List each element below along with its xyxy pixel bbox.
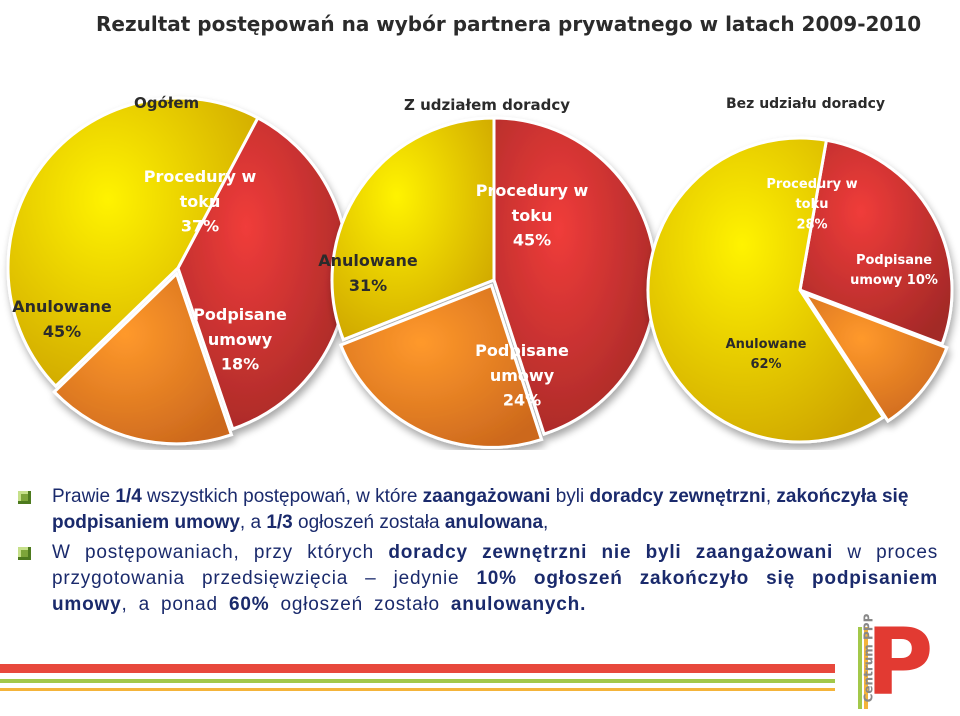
bullet-icon bbox=[18, 547, 31, 560]
pie-slice-anulowane bbox=[6, 96, 260, 389]
slice-data-label: Podpisane umowy 10% bbox=[850, 253, 938, 288]
slice-data-label: Procedury w toku 28% bbox=[766, 177, 857, 232]
bullet-segment: ogłoszeń zostało bbox=[269, 594, 451, 615]
bullet-segment: anulowana bbox=[444, 512, 544, 533]
footer-green-bar bbox=[0, 679, 835, 683]
page-title: Rezultat postępowań na wybór partnera pr… bbox=[96, 12, 922, 36]
pie-chart-title: Bez udziału doradcy bbox=[726, 96, 885, 112]
pie-chart-1 bbox=[6, 96, 350, 446]
pie-chart-3 bbox=[646, 136, 954, 444]
pie-chart-title: Ogółem bbox=[134, 94, 199, 112]
bullet-segment: 1/3 bbox=[266, 512, 293, 533]
centrum-ppp-logo: Centrum PPP P bbox=[838, 613, 956, 713]
bullet-segment: doradcy zewnętrzni nie byli zaangażowani bbox=[388, 542, 834, 563]
pie-slice-anulowane bbox=[330, 116, 496, 342]
bullet-segment: ogłoszeń została bbox=[292, 512, 445, 533]
pie-slice-podpisane-umowy bbox=[52, 271, 234, 446]
slice-data-label: Procedury w toku 37% bbox=[144, 167, 257, 236]
bullet-segment: , bbox=[765, 486, 777, 507]
slice-data-label: Procedury w toku 45% bbox=[476, 181, 589, 250]
bullet-segment: , bbox=[543, 512, 549, 533]
slice-data-label: Anulowane 62% bbox=[726, 337, 807, 372]
footer-orange-bar bbox=[0, 688, 835, 691]
slice-data-label: Podpisane umowy 18% bbox=[193, 305, 287, 374]
bullet-segment: zaangażowani bbox=[422, 486, 551, 507]
bullet-segment: Prawie bbox=[52, 486, 116, 507]
summary-bullets: Prawie 1/4 wszystkich postępowań, w któr… bbox=[18, 484, 938, 622]
bullet-segment: 10% ogłoszeń zakończyło się podpisaniem … bbox=[52, 568, 938, 615]
bullet-icon bbox=[18, 491, 31, 504]
pie-slice-podpisane-umowy bbox=[800, 290, 949, 424]
bullet-segment: zakończyła się podpisaniem umowy bbox=[52, 486, 909, 533]
pie-slice-anulowane bbox=[646, 136, 886, 444]
slice-data-label: Anulowane 45% bbox=[12, 297, 112, 341]
pie-charts: Ogółem Procedury w toku 37% Podpisane umowy 18… bbox=[6, 94, 954, 449]
slice-data-label: Podpisane umowy 24% bbox=[475, 341, 569, 410]
pie-chart-title: Z udziałem doradcy bbox=[404, 96, 570, 114]
logo-stripe-green bbox=[858, 627, 862, 709]
bullet-segment: , a bbox=[239, 512, 267, 533]
bullet-segment: wszystkich postępowań, w które bbox=[141, 486, 423, 507]
bullet-paragraph-1: Prawie 1/4 wszystkich postępowań, w któr… bbox=[18, 484, 938, 536]
slice-data-label: Anulowane 31% bbox=[318, 251, 418, 295]
pie-slice-podpisane-umowy bbox=[338, 283, 544, 449]
bullet-text-1: Prawie 1/4 wszystkich postępowań, w któr… bbox=[52, 486, 908, 533]
bullet-segment: anulowanych. bbox=[450, 594, 587, 615]
bullet-text-2: W postępowaniach, przy których doradcy z… bbox=[52, 542, 938, 615]
bullet-segment: doradcy zewnętrzni bbox=[589, 486, 766, 507]
logo-letter: P bbox=[866, 609, 934, 716]
bullet-segment: , a ponad bbox=[121, 594, 229, 615]
bullet-paragraph-2: W postępowaniach, przy których doradcy z… bbox=[18, 540, 938, 618]
bullet-segment: w proces przygotowania przedsięwzięcia –… bbox=[52, 542, 938, 589]
footer-red-bar bbox=[0, 664, 835, 673]
logo-stripe-orange bbox=[864, 627, 868, 709]
bullet-segment: 1/4 bbox=[115, 486, 142, 507]
pie-chart-2 bbox=[330, 116, 658, 449]
pie-slice-procedury-w-toku bbox=[798, 138, 954, 346]
bullet-segment: byli bbox=[550, 486, 590, 507]
bullet-segment: 60% bbox=[228, 594, 270, 615]
bullet-segment: W postępowaniach, przy których bbox=[52, 542, 389, 563]
